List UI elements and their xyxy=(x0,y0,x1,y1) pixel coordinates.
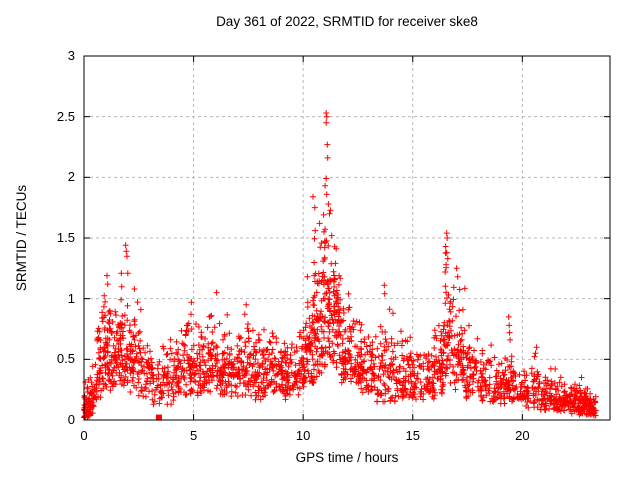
chart-title: Day 361 of 2022, SRMTID for receiver ske… xyxy=(216,14,478,29)
x-tick-label: 0 xyxy=(80,428,88,443)
x-axis-label: GPS time / hours xyxy=(295,450,399,465)
x-tick-label: 5 xyxy=(189,428,198,443)
y-tick-label: 1 xyxy=(67,290,75,306)
scatter-points xyxy=(81,110,599,421)
y-tick-label: 2.5 xyxy=(56,108,75,124)
y-tick-label: 3 xyxy=(67,48,75,63)
y-tick-label: 0.5 xyxy=(56,351,75,367)
plot-border xyxy=(83,55,611,421)
grid-lines xyxy=(84,56,610,420)
y-tick-label: 0 xyxy=(67,412,75,427)
x-tick-label: 20 xyxy=(515,428,530,443)
y-tick-label: 1.5 xyxy=(56,230,75,245)
x-tick-label: 15 xyxy=(405,428,420,443)
x-tick-label: 10 xyxy=(295,428,311,443)
y-tick-label: 2 xyxy=(67,169,75,185)
